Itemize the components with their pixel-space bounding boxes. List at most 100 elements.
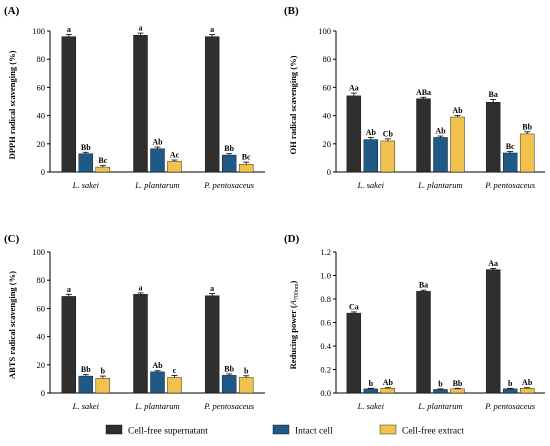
y-tick-label: 60 [37, 303, 46, 313]
data-label: b [101, 367, 106, 376]
y-tick-label: 0.6 [320, 318, 331, 328]
chart-panels: (A) 0 20 40 60 80 100 DPPH radical scavenging (… [4, 5, 545, 411]
bar-series-3 [238, 377, 254, 394]
x-tick-label: L. plantarum [417, 180, 462, 190]
data-label: Ba [419, 281, 428, 290]
bar-series-1 [133, 294, 148, 394]
data-label: Bb [81, 143, 91, 152]
bar-series-1 [61, 296, 77, 394]
data-label: Ab [435, 127, 446, 136]
y-tick-label: 20 [37, 360, 46, 370]
y-tick-label: 80 [323, 54, 332, 64]
y-axis-label: OH radical scavenging (%) [288, 55, 298, 154]
chart-legend: Cell-free supernatant Intact cell Cell-fre… [105, 424, 464, 437]
y-tick-label: 80 [37, 54, 46, 64]
legend-item-label: Cell-free extract [402, 426, 464, 437]
data-label: Aa [488, 259, 498, 268]
bar-series-3 [519, 133, 535, 173]
y-tick-label: 0.2 [320, 365, 331, 375]
bar-series-1 [416, 291, 431, 394]
legend-item-label: Cell-free supernatant [128, 426, 208, 437]
bar-series-3 [95, 377, 111, 394]
data-label: c [173, 366, 177, 375]
x-tick-label: L. sakei [357, 401, 385, 411]
bar-series-3 [380, 388, 396, 394]
y-axis-label: ABTS radical scavenging (%) [7, 271, 17, 379]
data-label: a [67, 285, 71, 294]
panel-label: (D) [284, 233, 300, 245]
bar-series-3 [167, 377, 182, 394]
y-tick-label: 20 [323, 139, 332, 149]
data-label: Ab [366, 128, 377, 137]
bar-series-1 [485, 102, 501, 173]
y-tick-label: 40 [323, 111, 332, 121]
y-tick-label: 40 [37, 111, 46, 121]
chart-panel-3: (C) 0 20 40 60 80 100 ABTS radical scavenging (… [4, 233, 265, 411]
data-label: Bb [224, 144, 234, 153]
data-label: Ab [522, 378, 533, 387]
y-tick-label: 0 [327, 167, 331, 177]
bar-series-2 [363, 388, 379, 394]
panel-label: (C) [4, 233, 20, 245]
bar-series-3 [95, 166, 111, 173]
y-tick-label: 0.0 [320, 388, 331, 398]
data-label: Bc [506, 142, 515, 151]
data-label: Cb [383, 129, 394, 138]
data-label: Aa [349, 84, 359, 93]
legend-swatch [272, 424, 290, 435]
bar-series-1 [416, 98, 431, 173]
bar-series-3 [519, 388, 535, 394]
x-tick-label: P. pentosaceus [203, 401, 255, 411]
x-tick-label: L. plantarum [134, 401, 179, 411]
x-tick-label: L. plantarum [417, 401, 462, 411]
x-tick-label: P. pentosaceus [203, 180, 255, 190]
panel-label: (A) [4, 5, 20, 17]
data-label: ABa [416, 88, 431, 97]
data-label: b [438, 379, 443, 388]
bar-series-1 [133, 35, 148, 173]
bar-series-2 [221, 375, 237, 394]
y-axis-label: Reducing power (A700nm) [288, 280, 300, 369]
y-tick-label: 100 [32, 247, 45, 257]
data-label: b [369, 379, 374, 388]
bar-series-1 [204, 295, 220, 394]
data-label: a [139, 24, 143, 33]
chart-panel-4: (D) 0.0 0.2 0.4 0.6 0.8 1.0 1.2 Reducing power (… [284, 233, 545, 411]
y-tick-label: 0 [41, 167, 45, 177]
data-label: Bb [224, 364, 234, 373]
bar-series-2 [433, 389, 448, 394]
data-label: b [508, 379, 513, 388]
bar-series-2 [363, 139, 379, 173]
legend-swatch [379, 424, 397, 435]
bar-series-1 [485, 269, 501, 394]
bar-series-1 [346, 312, 362, 394]
y-tick-label: 100 [32, 26, 45, 36]
data-label: Ab [383, 378, 394, 387]
legend-item-label: Intact cell [295, 427, 333, 437]
y-tick-label: 40 [37, 332, 46, 342]
bar-series-3 [450, 116, 465, 173]
data-label: Bc [242, 153, 251, 162]
y-tick-label: 20 [37, 139, 46, 149]
data-label: a [139, 283, 143, 292]
y-tick-label: 60 [323, 82, 332, 92]
panel-label: (B) [284, 5, 299, 17]
bar-series-2 [502, 388, 518, 394]
y-tick-label: 60 [37, 82, 46, 92]
bar-series-3 [167, 161, 182, 173]
data-label: Bc [98, 156, 107, 165]
bar-series-2 [150, 148, 165, 173]
data-label: a [210, 25, 214, 34]
bar-series-2 [150, 371, 165, 394]
bar-series-2 [502, 152, 518, 173]
legend-swatch [105, 424, 123, 435]
y-tick-label: 100 [318, 26, 331, 36]
x-tick-label: P. pentosaceus [484, 180, 536, 190]
data-label: Ba [488, 90, 497, 99]
bar-series-2 [78, 375, 94, 394]
y-tick-label: 80 [37, 275, 46, 285]
x-tick-label: L. sakei [72, 180, 100, 190]
x-tick-label: L. plantarum [134, 180, 179, 190]
data-label: Bb [81, 365, 91, 374]
